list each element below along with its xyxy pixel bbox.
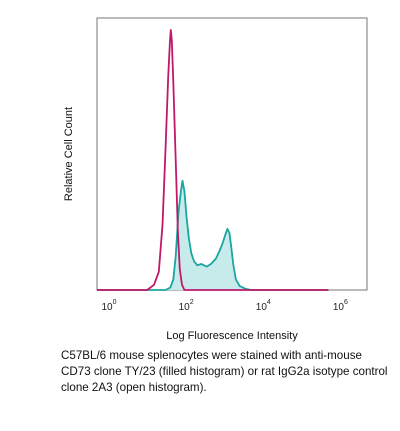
- y-axis-label: Relative Cell Count: [63, 107, 75, 201]
- x-tick-label-0: 100: [101, 299, 116, 313]
- x-tick-label-3: 106: [333, 299, 348, 313]
- x-tick-label-1: 102: [179, 299, 194, 313]
- x-tick-base: 10: [256, 302, 268, 313]
- x-tick-exponent: 0: [113, 299, 117, 306]
- x-tick-exponent: 2: [190, 299, 194, 306]
- series-layer: [97, 29, 329, 291]
- histogram-fill-1: [97, 180, 329, 290]
- histogram-chart: 100 102 104 106 Relative Cell Count Log Flu…: [63, 17, 368, 342]
- x-tick-exponent: 4: [267, 299, 271, 306]
- x-tick-labels: 100 102 104 106: [101, 299, 348, 313]
- x-tick-base: 10: [333, 302, 345, 313]
- figure-caption: C57BL/6 mouse splenocytes were stained w…: [61, 349, 388, 394]
- x-axis-label: Log Fluorescence Intensity: [166, 330, 298, 342]
- x-tick-exponent: 6: [344, 299, 348, 306]
- x-tick-base: 10: [101, 302, 113, 313]
- x-tick-label-2: 104: [256, 299, 271, 313]
- histogram-line-0: [97, 29, 329, 291]
- x-tick-base: 10: [179, 302, 191, 313]
